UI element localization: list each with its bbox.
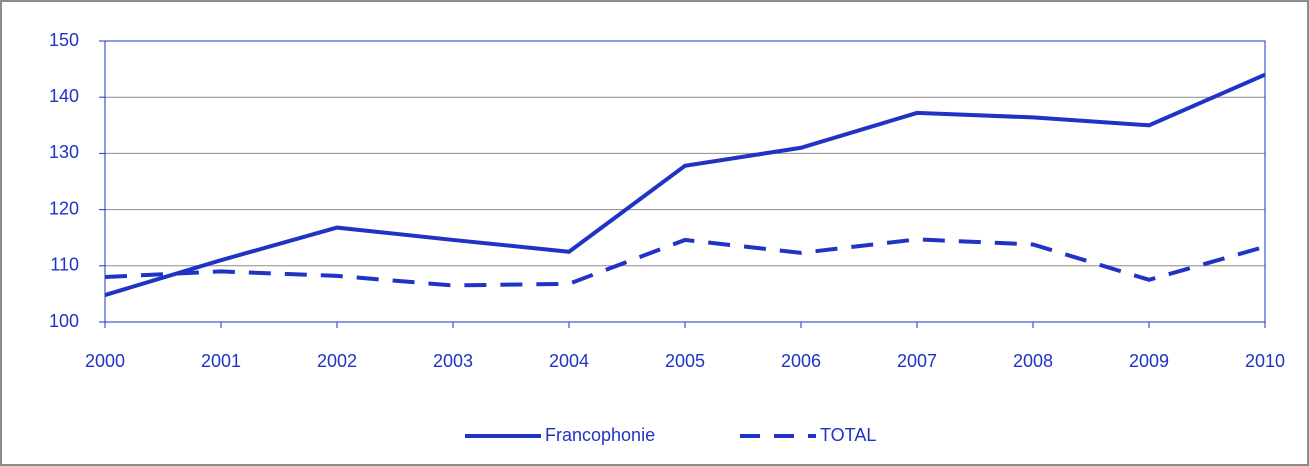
x-tick-label: 2006 [781,351,821,371]
x-tick-label: 2002 [317,351,357,371]
x-tick-label: 2009 [1129,351,1169,371]
series-line [104,72,1266,297]
series-line [104,237,1266,288]
y-tick-label: 130 [49,142,79,162]
y-tick-label: 150 [49,30,79,50]
legend-label: TOTAL [820,425,876,445]
x-tick-label: 2001 [201,351,241,371]
y-tick-label: 140 [49,86,79,106]
x-tick-label: 2008 [1013,351,1053,371]
y-tick-label: 120 [49,198,79,218]
y-tick-label: 100 [49,311,79,331]
x-tick-label: 2003 [433,351,473,371]
y-tick-label: 110 [50,255,79,275]
legend-label: Francophonie [545,425,655,445]
x-tick-label: 2007 [897,351,937,371]
x-tick-label: 2004 [549,351,589,371]
x-tick-label: 2005 [665,351,705,371]
x-tick-label: 2000 [85,351,125,371]
x-tick-label: 2010 [1245,351,1285,371]
